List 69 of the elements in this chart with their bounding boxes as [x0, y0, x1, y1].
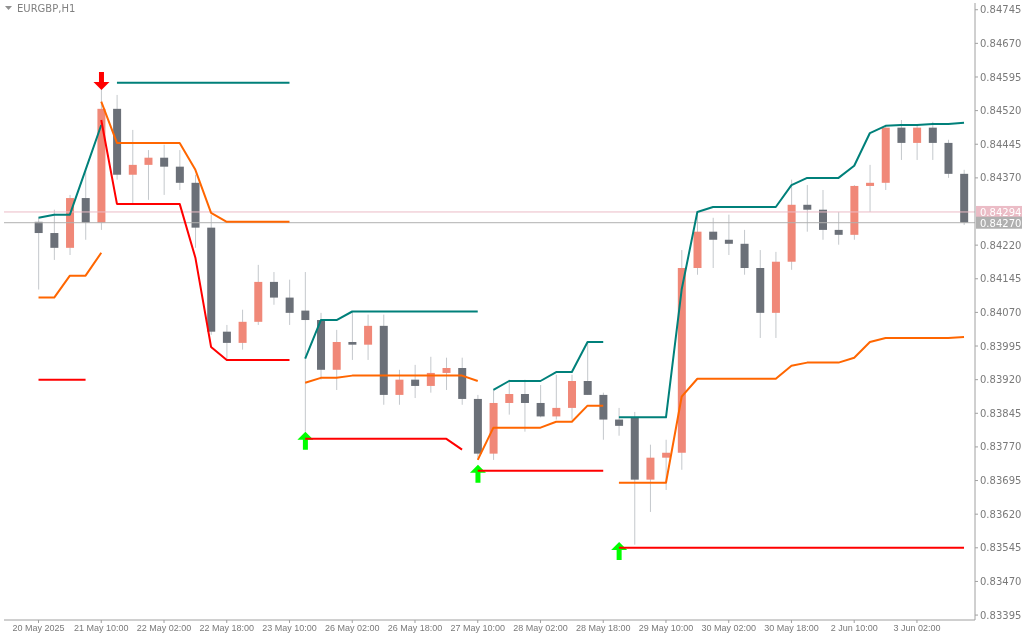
- ref-line-label: 0.84294: [980, 206, 1022, 218]
- x-tick-label: 23 May 10:00: [262, 623, 317, 634]
- x-tick-label: 21 May 10:00: [73, 623, 129, 634]
- candlestick: [724, 214, 733, 256]
- y-tick-label: 0.84370: [980, 172, 1022, 184]
- x-tick-label: 20 May 2025: [12, 623, 65, 634]
- candlestick: [536, 384, 545, 418]
- candlestick: [301, 271, 310, 433]
- candlestick: [222, 324, 231, 361]
- candlestick: [866, 164, 875, 213]
- candlestick: [520, 379, 529, 433]
- point: [93, 72, 110, 91]
- x-tick-label: 30 May 18:00: [764, 623, 819, 634]
- y-tick-label: 0.83770: [980, 441, 1022, 453]
- y-tick-label: 0.84670: [980, 37, 1022, 49]
- y-tick-label: 0.83845: [980, 407, 1022, 419]
- candlestick: [913, 124, 922, 161]
- candlestick: [144, 149, 153, 201]
- candlestick: [411, 364, 420, 399]
- candlestick: [238, 309, 247, 351]
- x-tick-label: 30 May 02:00: [701, 623, 756, 634]
- candlestick: [175, 149, 184, 191]
- candlestick: [160, 144, 169, 196]
- y-tick-label: 0.84520: [980, 105, 1022, 117]
- candlestick: [50, 209, 59, 261]
- candlestick: [803, 184, 812, 233]
- y-tick-label: 0.84070: [980, 306, 1022, 318]
- candlestick: [662, 439, 671, 491]
- x-tick-label: 22 May 18:00: [199, 623, 255, 634]
- x-tick-label: 26 May 18:00: [387, 623, 443, 634]
- y-tick-label: 0.83470: [980, 575, 1022, 587]
- candlestick: [128, 129, 137, 206]
- candlestick: [928, 121, 937, 161]
- y-tick-label: 0.83995: [980, 340, 1022, 352]
- candlestick: [269, 271, 278, 306]
- y-tick-label: 0.84445: [980, 138, 1022, 150]
- point: [469, 464, 486, 483]
- y-tick-label: 0.83695: [980, 475, 1022, 487]
- candlestick: [505, 379, 514, 416]
- candlestick: [897, 119, 906, 161]
- candlestick: [395, 369, 404, 406]
- candlestick: [364, 314, 373, 361]
- x-tick-label: 26 May 02:00: [324, 623, 380, 634]
- ref-line-label: 0.84270: [980, 217, 1022, 229]
- x-tick-label: 28 May 02:00: [513, 623, 568, 634]
- y-tick-label: 0.84220: [980, 239, 1022, 251]
- candlestick: [442, 357, 451, 391]
- y-tick-label: 0.83620: [980, 508, 1022, 520]
- chart-title: EURGBP,H1: [17, 3, 76, 15]
- candlestick: [583, 342, 592, 396]
- x-tick-label: 3 Jun 02:00: [893, 623, 941, 634]
- candlestick: [646, 444, 655, 513]
- candlestick: [348, 311, 357, 361]
- x-tick-label: 29 May 10:00: [638, 623, 694, 634]
- y-tick-label: 0.83545: [980, 542, 1022, 554]
- x-tick-label: 2 Jun 10:00: [830, 623, 878, 634]
- x-tick-label: 28 May 18:00: [575, 623, 631, 634]
- y-tick-label: 0.84595: [980, 71, 1022, 83]
- y-tick-label: 0.83395: [980, 609, 1022, 621]
- x-tick-label: 27 May 10:00: [450, 623, 506, 634]
- y-tick-label: 0.83920: [980, 374, 1022, 386]
- y-tick-label: 0.84745: [980, 4, 1022, 16]
- candlestick: [285, 279, 294, 326]
- candlestick: [615, 407, 624, 437]
- y-tick-label: 0.84145: [980, 273, 1022, 285]
- candlestick: [834, 211, 843, 246]
- candlestick: [709, 217, 718, 269]
- candlestick: [552, 374, 561, 421]
- x-tick-label: 22 May 02:00: [136, 623, 192, 634]
